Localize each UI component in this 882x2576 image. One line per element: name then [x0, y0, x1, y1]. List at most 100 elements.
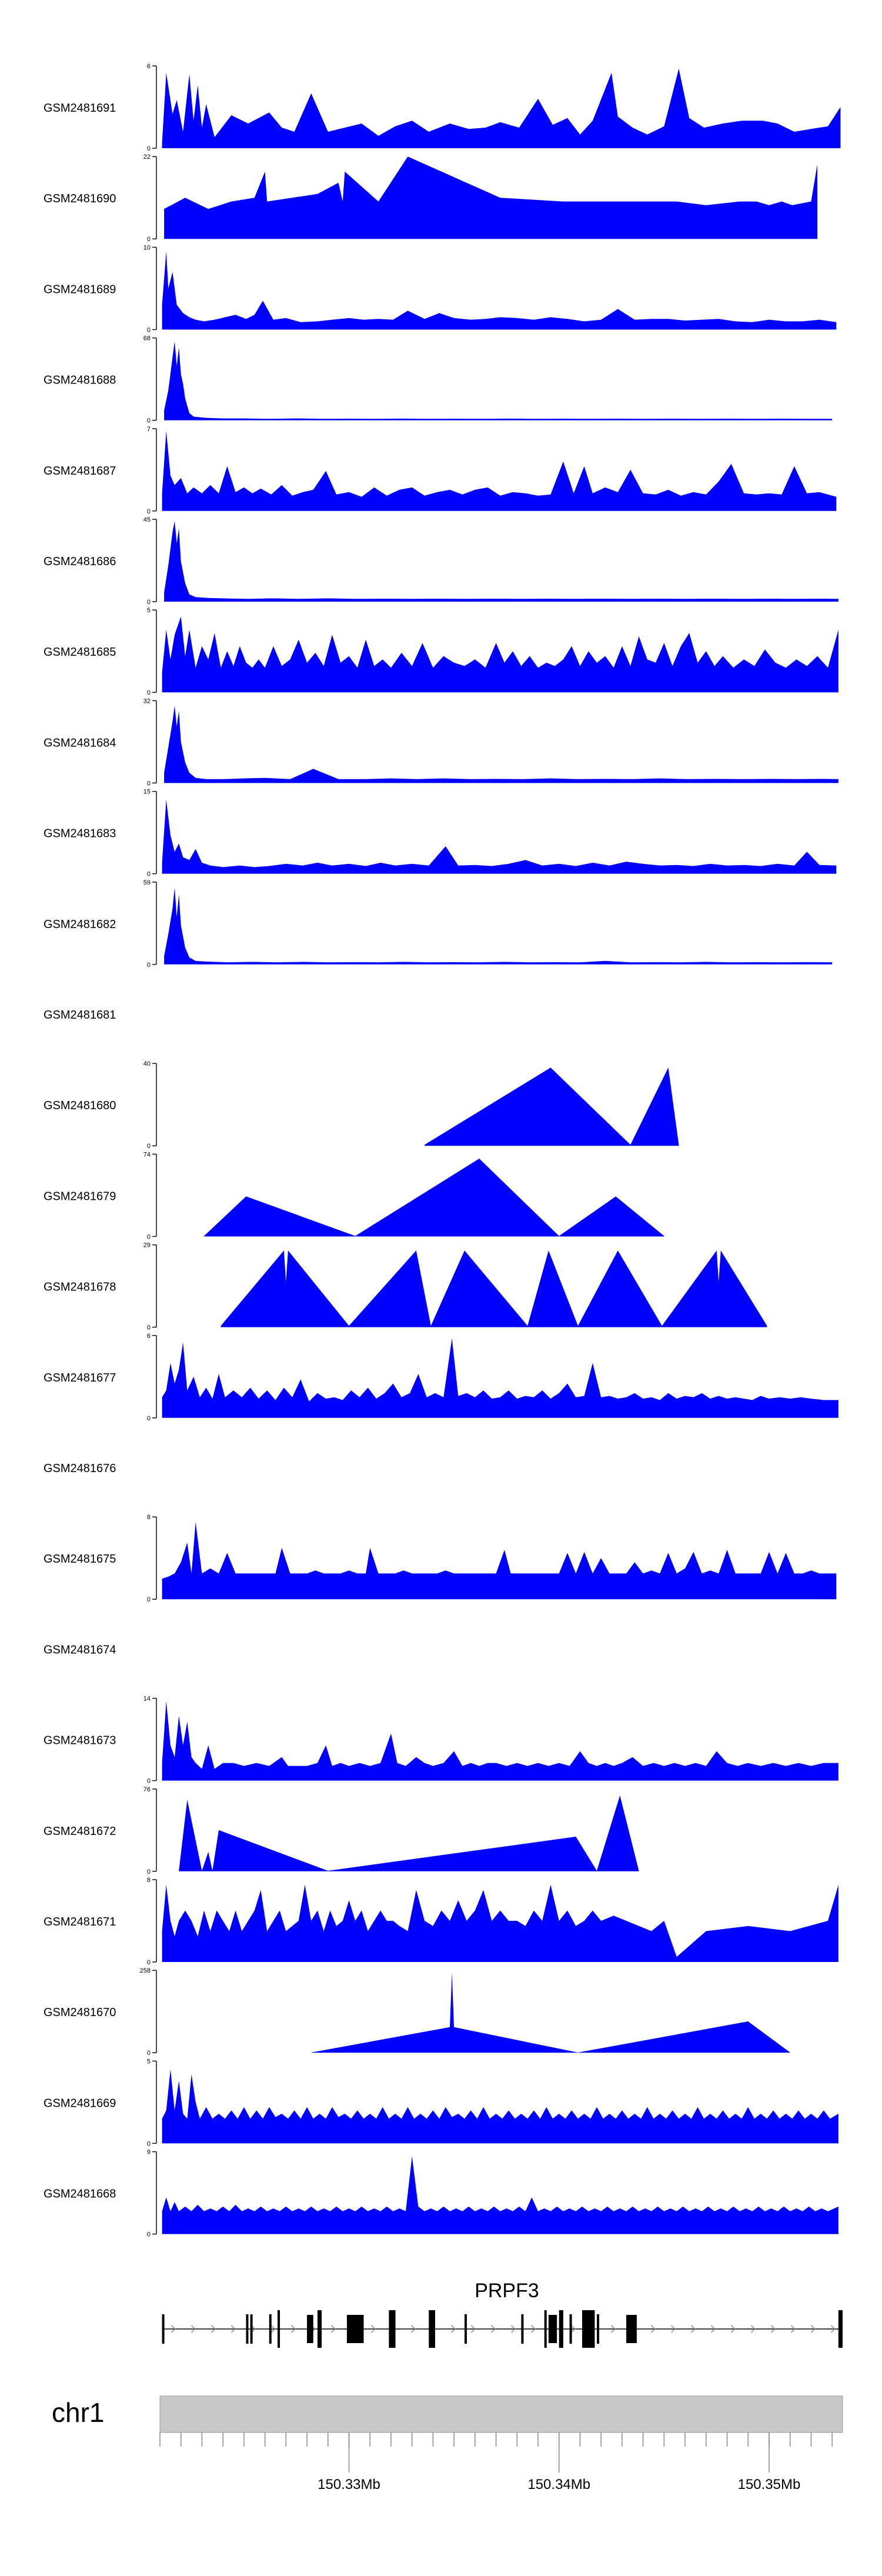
y-tick-label-zero: 0	[147, 2050, 151, 2057]
exon-block	[582, 2310, 595, 2348]
strand-arrow	[171, 2325, 176, 2333]
strand-arrow	[411, 2325, 416, 2333]
y-tick-label-zero: 0	[147, 1868, 151, 1876]
y-tick-label-zero: 0	[147, 418, 151, 425]
strand-arrow	[791, 2325, 796, 2333]
y-tick-label-zero: 0	[147, 1415, 151, 1422]
exon-block	[307, 2315, 313, 2343]
track-GSM2481689: GSM2481689 10 0	[44, 244, 837, 333]
y-tick-label-zero: 0	[147, 1143, 151, 1150]
y-tick-label-zero: 0	[147, 780, 151, 787]
track-label: GSM2481668	[44, 2188, 116, 2201]
y-tick-label-max: 6	[147, 1333, 151, 1340]
signal-area	[425, 1067, 679, 1146]
track-GSM2481686: GSM2481686 45 0	[44, 516, 838, 606]
signal-area	[204, 1159, 664, 1237]
track-label: GSM2481669	[44, 2097, 116, 2110]
y-tick-label-max: 5	[147, 607, 151, 614]
chromosome-label: chr1	[52, 2397, 104, 2428]
strand-arrow	[511, 2325, 516, 2333]
y-tick-label-zero: 0	[147, 962, 151, 969]
signal-area	[179, 1795, 639, 1871]
track-GSM2481671: GSM2481671 8 0	[44, 1877, 838, 1966]
strand-arrow	[471, 2325, 476, 2333]
y-tick-label-zero: 0	[147, 508, 151, 515]
strand-arrow	[711, 2325, 716, 2333]
track-label: GSM2481688	[44, 374, 116, 387]
y-tick-label-zero: 0	[147, 1324, 151, 1332]
track-label: GSM2481681	[44, 1009, 116, 1022]
signal-area	[164, 156, 818, 239]
track-label: GSM2481690	[44, 192, 116, 205]
track-label: GSM2481687	[44, 465, 116, 478]
track-GSM2481674: GSM2481674	[44, 1643, 116, 1656]
y-tick-label-zero: 0	[147, 689, 151, 696]
y-tick-label-max: 59	[143, 879, 151, 886]
y-tick-label-zero: 0	[147, 871, 151, 878]
strand-arrow	[751, 2325, 756, 2333]
y-tick-label-zero: 0	[147, 145, 151, 152]
signal-area	[162, 2069, 838, 2144]
y-tick-label-max: 8	[147, 1514, 151, 1521]
signal-area	[162, 68, 841, 148]
track-label: GSM2481675	[44, 1553, 116, 1566]
strand-arrow	[291, 2325, 296, 2333]
y-tick-label-max: 40	[143, 1060, 151, 1067]
track-GSM2481672: GSM2481672 76 0	[44, 1786, 639, 1876]
y-tick-label-zero: 0	[147, 236, 151, 243]
strand-arrow	[811, 2325, 816, 2333]
axis-tick-label: 150.33Mb	[318, 2477, 380, 2492]
strand-arrow	[831, 2325, 836, 2333]
strand-arrow	[191, 2325, 196, 2333]
signal-area	[162, 1701, 838, 1781]
exon-block	[464, 2314, 467, 2344]
strand-arrow	[531, 2325, 536, 2333]
y-tick-label-max: 7	[147, 426, 151, 433]
strand-arrow	[211, 2325, 216, 2333]
strand-arrow	[371, 2325, 376, 2333]
y-tick-label-max: 45	[143, 516, 151, 523]
signal-area	[164, 521, 838, 602]
y-tick-label-max: 8	[147, 1877, 151, 1884]
track-label: GSM2481671	[44, 1916, 116, 1928]
y-tick-label-max: 14	[143, 1696, 151, 1703]
track-GSM2481670: GSM2481670 258 0	[44, 1967, 790, 2057]
track-GSM2481681: GSM2481681	[44, 1009, 116, 1022]
signal-area	[311, 1973, 790, 2053]
signal-area	[164, 341, 833, 421]
track-GSM2481690: GSM2481690 22 0	[44, 154, 818, 243]
strand-arrow	[651, 2325, 656, 2333]
y-tick-label-max: 10	[143, 244, 151, 251]
exon-block	[162, 2314, 165, 2344]
y-tick-label-zero: 0	[147, 1778, 151, 1785]
strand-arrow	[491, 2325, 496, 2333]
track-GSM2481678: GSM2481678 29 0	[44, 1242, 767, 1332]
exon-block	[559, 2310, 563, 2348]
track-GSM2481677: GSM2481677 6 0	[44, 1333, 838, 1422]
signal-area	[162, 616, 838, 693]
track-label: GSM2481673	[44, 1734, 116, 1747]
track-label: GSM2481672	[44, 1825, 116, 1838]
exon-block	[389, 2310, 393, 2348]
y-tick-label-max: 22	[143, 154, 151, 161]
y-tick-label-max: 74	[143, 1151, 151, 1158]
track-GSM2481668: GSM2481668 9 0	[44, 2149, 838, 2238]
exon-block	[548, 2315, 557, 2343]
strand-arrow	[331, 2325, 336, 2333]
exon-block	[429, 2310, 435, 2348]
track-label: GSM2481685	[44, 646, 116, 659]
strand-arrow	[451, 2325, 456, 2333]
strand-arrow	[571, 2325, 576, 2333]
chromosome-ideogram-bar	[159, 2395, 843, 2433]
signal-tracks: GSM248169160GSM2481690220GSM2481689100GS…	[44, 63, 841, 2238]
signal-area	[162, 799, 837, 874]
track-GSM2481683: GSM2481683 15 0	[44, 789, 837, 878]
y-tick-label-zero: 0	[147, 1233, 151, 1240]
exon-block	[278, 2310, 280, 2348]
exon-block	[269, 2314, 272, 2344]
exon-block	[626, 2315, 637, 2343]
gene-model-track: PRPF3	[162, 2280, 843, 2348]
exon-block	[544, 2310, 547, 2348]
signal-area	[164, 887, 833, 965]
track-label: GSM2481689	[44, 283, 116, 296]
